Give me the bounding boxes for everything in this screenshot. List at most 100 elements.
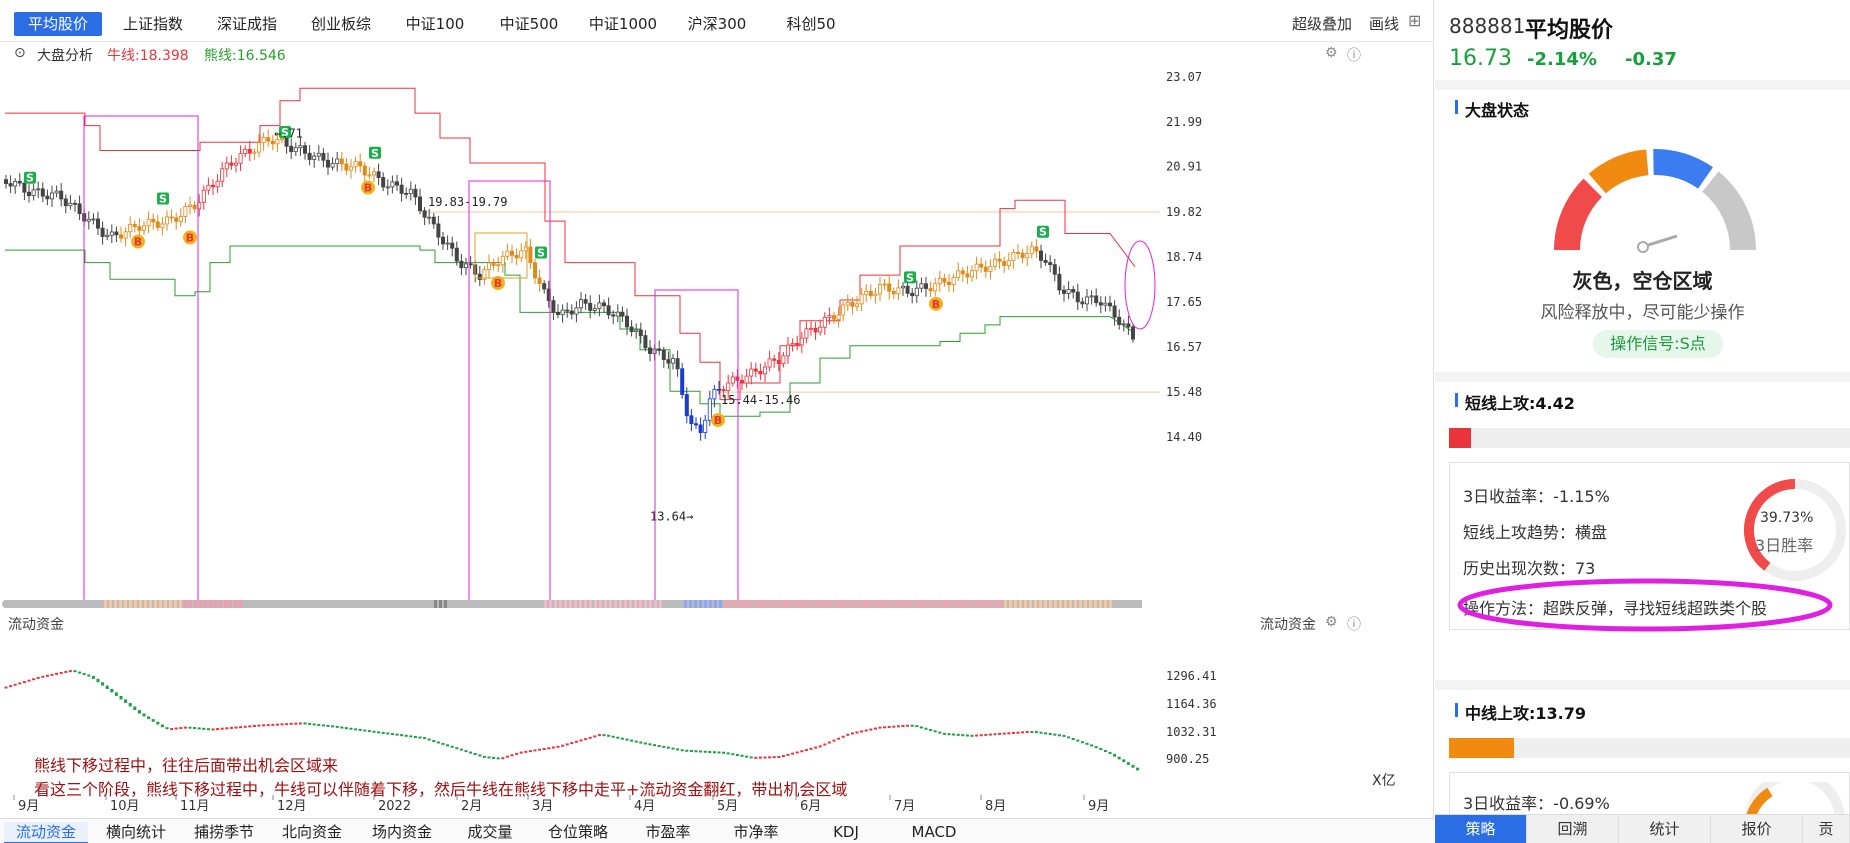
strip-cell <box>174 600 177 608</box>
candle-body <box>638 329 643 337</box>
candle-body <box>1057 273 1062 291</box>
strip-cell <box>244 600 247 608</box>
rtab-quote[interactable]: 报价 <box>1711 815 1803 843</box>
flow-bar <box>9 685 13 688</box>
flow-bar <box>906 724 910 727</box>
tab-sh-index[interactable]: 上证指数 <box>122 15 183 33</box>
strip-cell <box>444 600 447 608</box>
flow-bar <box>151 719 155 722</box>
strip-cell <box>924 600 927 608</box>
strip-cell <box>1109 600 1112 608</box>
settings-icon[interactable]: ⚙ <box>1325 45 1338 61</box>
market-state-text: 灰色，空仓区域 <box>1572 269 1713 293</box>
candle-body <box>942 278 947 283</box>
candle-body <box>1016 252 1021 254</box>
candle-body <box>1094 295 1099 304</box>
candle-body <box>749 368 754 377</box>
rtab-stats[interactable]: 统计 <box>1619 815 1711 843</box>
flow-bar <box>1113 753 1117 757</box>
strip-cell <box>1054 600 1057 608</box>
candle-body <box>776 359 781 365</box>
tab-avg-price[interactable]: 平均股价 <box>14 12 102 36</box>
strip-cell <box>1094 600 1097 608</box>
flow-bar <box>961 734 965 737</box>
candle-body <box>206 184 211 191</box>
tab-chinext[interactable]: 创业板综 <box>310 15 371 33</box>
flow-bar <box>708 750 712 753</box>
strip-cell <box>584 600 587 608</box>
flow-bar <box>758 756 762 759</box>
candle-body <box>1020 252 1025 259</box>
flow-bar <box>574 740 578 743</box>
strip-cell <box>714 600 717 608</box>
signal-color-strip <box>2 600 1142 608</box>
flow-bar <box>593 735 597 738</box>
strip-cell <box>1039 600 1042 608</box>
strip-cell <box>709 600 712 608</box>
tab-csi1000[interactable]: 中证1000 <box>588 15 658 33</box>
candle-body <box>509 250 514 256</box>
btab-position[interactable]: 仓位策略 <box>547 823 608 841</box>
strip-cell <box>264 600 267 608</box>
strip-cell <box>204 600 207 608</box>
strip-cell <box>334 600 337 608</box>
strip-cell <box>1019 600 1022 608</box>
btab-kdj[interactable]: KDJ <box>833 823 859 841</box>
strip-cell <box>779 600 782 608</box>
btab-pb[interactable]: 市净率 <box>733 823 779 841</box>
rtab-backtrack[interactable]: 回溯 <box>1527 815 1619 843</box>
btab-northbound[interactable]: 北向资金 <box>281 823 342 841</box>
highlight-box <box>468 180 551 602</box>
strip-cell <box>824 600 827 608</box>
btab-horizontal[interactable]: 横向统计 <box>105 823 166 841</box>
tab-sz-index[interactable]: 深证成指 <box>216 15 277 33</box>
tab-csi500[interactable]: 中证500 <box>499 15 559 33</box>
flow-bar <box>446 744 450 747</box>
candle-body <box>54 190 59 194</box>
btab-macd[interactable]: MACD <box>911 823 957 841</box>
flow-help-icon[interactable]: ⓘ <box>1347 617 1361 633</box>
strip-cell <box>464 600 467 608</box>
stock-change-pct: -2.14% <box>1527 49 1597 70</box>
flow-bar <box>1080 741 1084 744</box>
candle-body <box>1121 323 1126 326</box>
highlight-box <box>654 289 739 602</box>
strip-cell <box>194 600 197 608</box>
candle-body <box>1080 301 1085 305</box>
overlay-button[interactable]: 超级叠加 <box>1292 15 1353 33</box>
candle-body <box>988 265 993 272</box>
strip-cell <box>784 600 787 608</box>
strip-cell <box>1069 600 1072 608</box>
candle-body <box>137 226 142 231</box>
btab-volume[interactable]: 成交量 <box>467 823 513 841</box>
legend-collapse-icon[interactable]: ⊙ <box>14 45 26 61</box>
candle-body <box>625 315 630 328</box>
buy-signal-marker <box>131 234 145 249</box>
rtab-contrib[interactable]: 贡 <box>1803 815 1850 843</box>
tab-csi300[interactable]: 沪深300 <box>687 15 747 33</box>
grid-layout-icon[interactable]: ⊞ <box>1408 11 1422 30</box>
strip-cell <box>494 600 497 608</box>
flow-bar <box>625 738 629 741</box>
flow-bar <box>133 706 137 711</box>
help-icon[interactable]: ⓘ <box>1347 48 1361 64</box>
btab-season[interactable]: 捕捞季节 <box>193 823 254 841</box>
candle-body <box>864 290 869 295</box>
rtab-strategy[interactable]: 策略 <box>1435 815 1527 843</box>
tab-star50[interactable]: 科创50 <box>786 15 836 33</box>
btab-onfloor[interactable]: 场内资金 <box>371 823 432 841</box>
strip-cell <box>1029 600 1032 608</box>
draw-line-button[interactable]: 画线 <box>1369 15 1400 33</box>
flow-tick-label: 1032.31 <box>1166 725 1217 739</box>
flow-settings-icon[interactable]: ⚙ <box>1325 614 1338 630</box>
flow-bar <box>791 752 795 755</box>
flow-bar <box>142 713 146 717</box>
btab-pe[interactable]: 市盈率 <box>645 823 691 841</box>
candle-body <box>565 309 570 312</box>
tab-csi100[interactable]: 中证100 <box>405 15 465 33</box>
strip-cell <box>614 600 617 608</box>
btab-flow[interactable]: 流动资金 <box>4 822 88 843</box>
strip-cell <box>504 600 507 608</box>
flow-bar <box>1034 731 1038 734</box>
flow-panel-label: 流动资金 <box>8 617 64 633</box>
